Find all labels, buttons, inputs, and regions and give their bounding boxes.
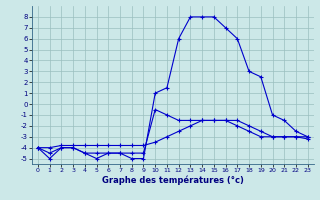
X-axis label: Graphe des températures (°c): Graphe des températures (°c) (102, 176, 244, 185)
